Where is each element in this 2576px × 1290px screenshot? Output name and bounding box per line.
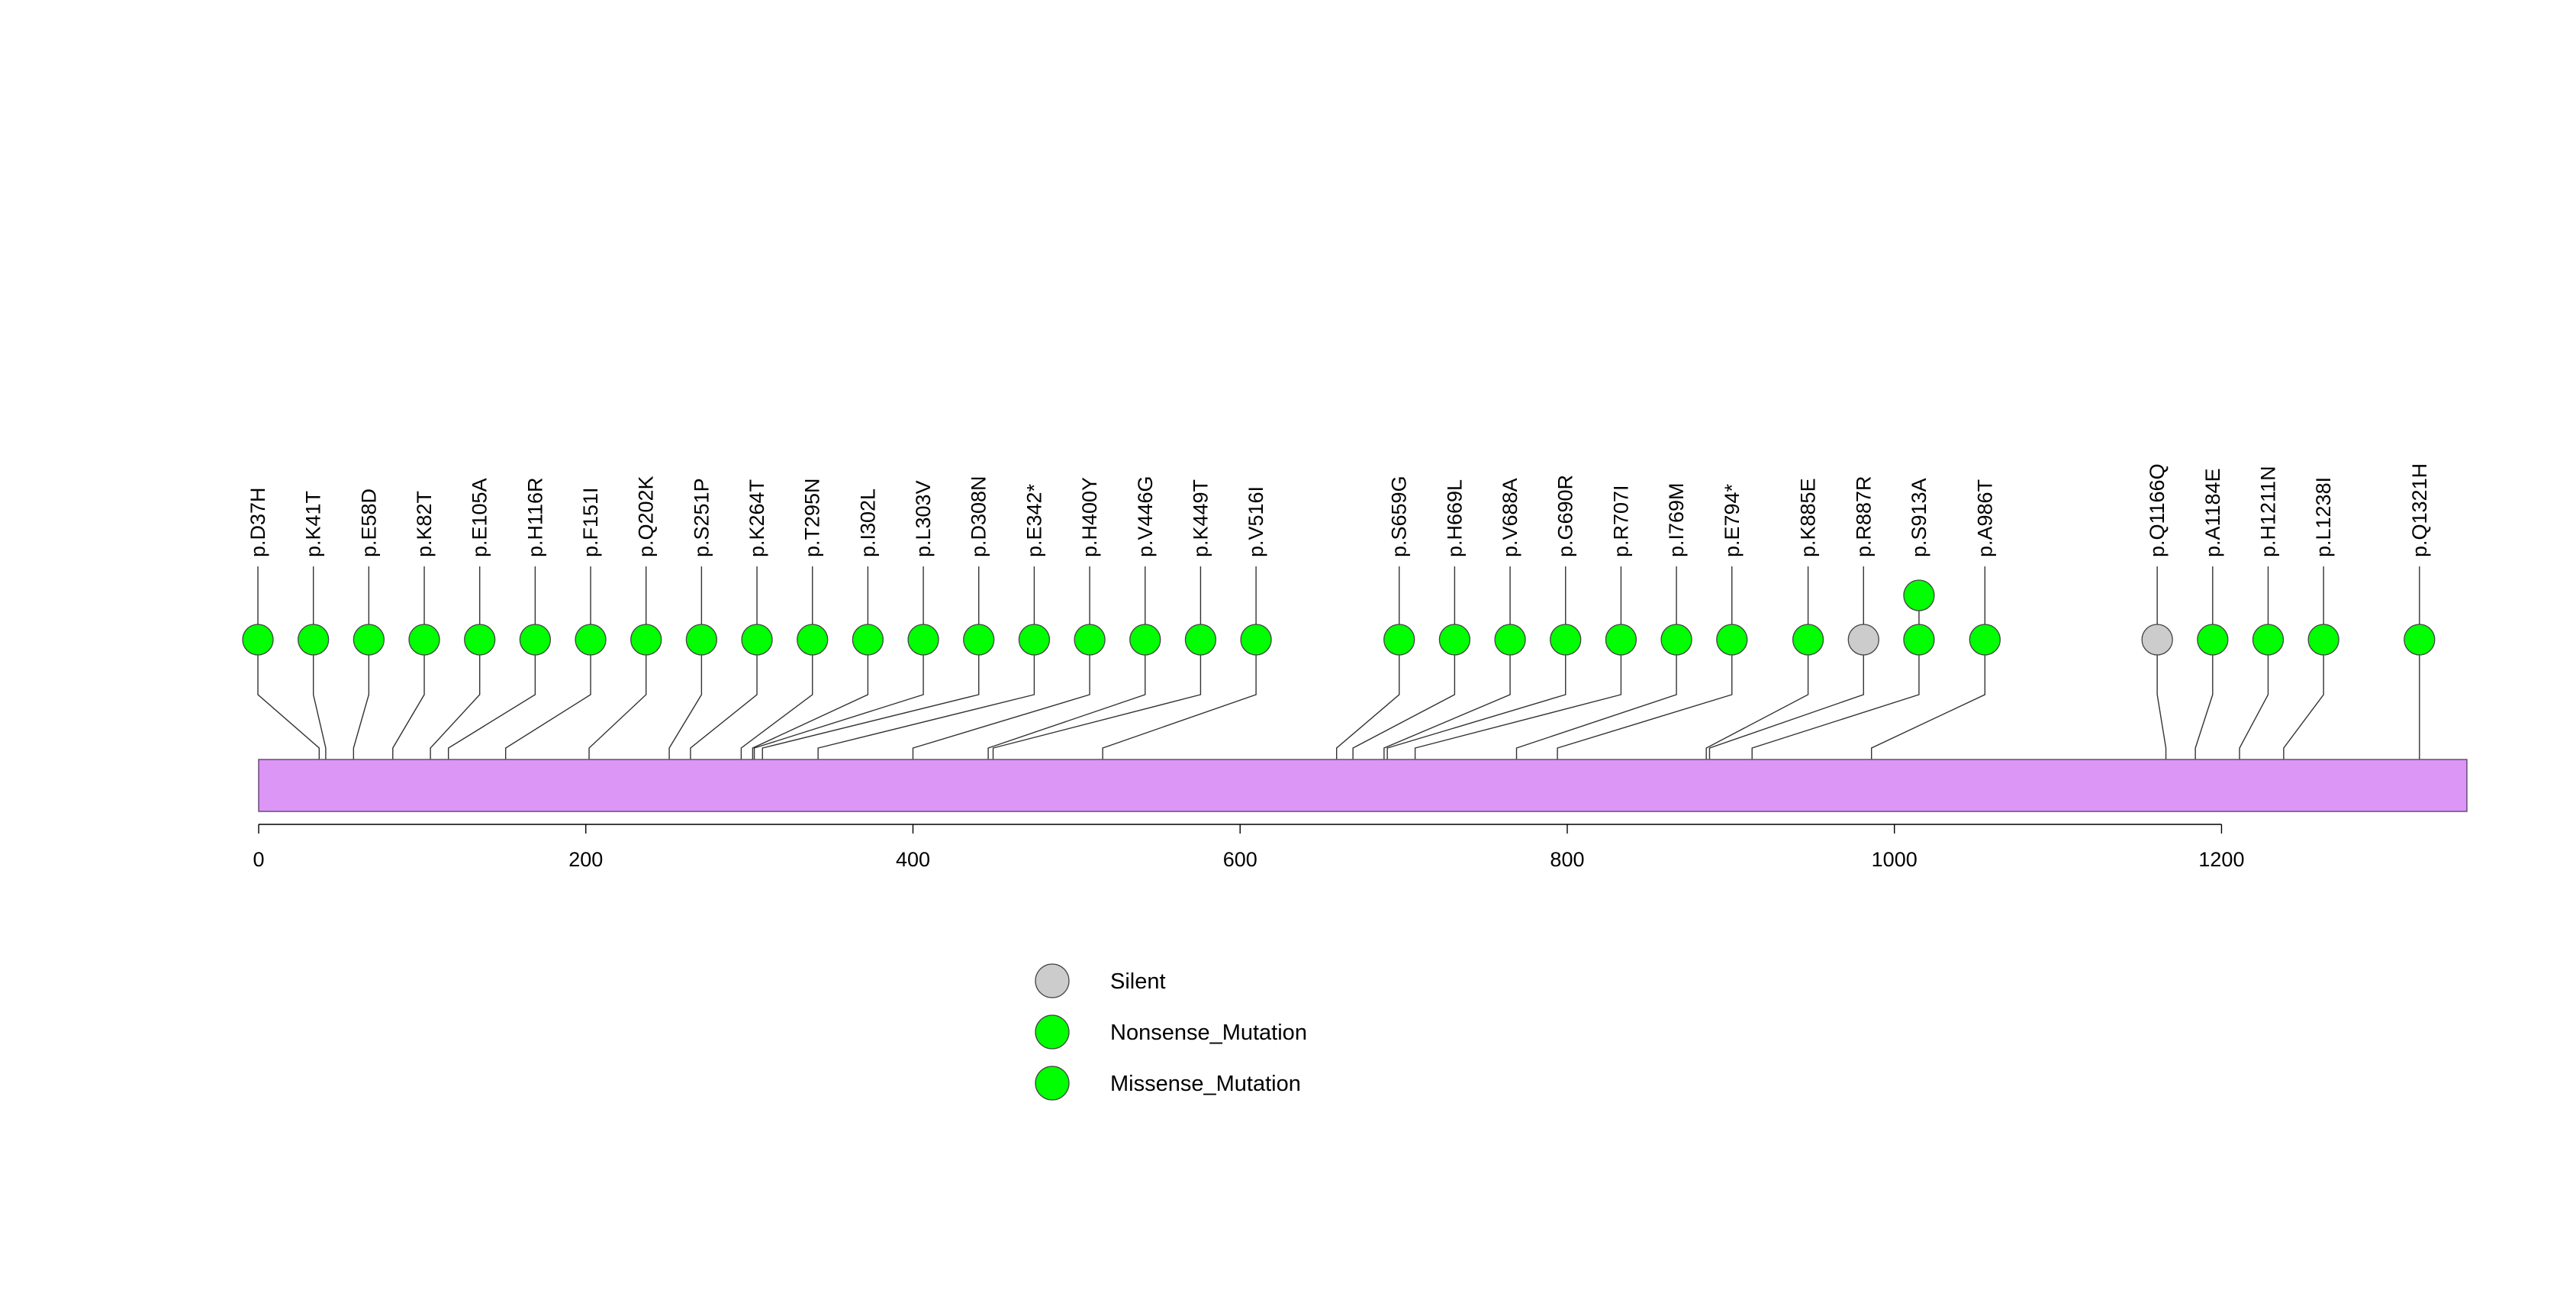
mutation-marker-ps659g (1383, 624, 1415, 656)
mutation-label-ph669l: p.H669L (1443, 479, 1466, 557)
mutation-marker-ps251p (685, 624, 718, 656)
mutation-marker-pk264t (741, 624, 773, 656)
mutation-label-pd37h: p.D37H (246, 487, 269, 557)
mutation-marker-ph400y (1074, 624, 1106, 656)
mutation-label-ps913a: p.S913A (1908, 478, 1930, 557)
mutation-label-pq1321h: p.Q1321H (2408, 463, 2431, 557)
mutation-label-pg690r: p.G690R (1554, 475, 1577, 557)
mutation-marker-pe342 (1018, 624, 1051, 656)
mutation-label-pl1238i: p.L1238I (2312, 477, 2335, 557)
mutation-marker-pt295n (797, 624, 829, 656)
mutation-marker-pa1184e (2197, 624, 2229, 656)
mutation-marker-ps913a (1903, 624, 1935, 656)
mutation-label-pk449t: p.K449T (1189, 479, 1212, 557)
mutation-label-pi302l: p.I302L (856, 489, 879, 557)
mutation-marker-pe794 (1716, 624, 1748, 656)
mutation-marker-pl1238i (2307, 624, 2339, 656)
x-tick-label-1200: 1200 (2198, 848, 2244, 871)
mutation-label-pk82t: p.K82T (413, 491, 436, 557)
mutation-label-ps659g: p.S659G (1388, 476, 1411, 557)
mutation-marker-pq1321h (2404, 624, 2436, 656)
mutation-label-pe58d: p.E58D (357, 489, 380, 557)
mutation-label-pv446g: p.V446G (1134, 476, 1157, 557)
legend-label-missense-mutation: Missense_Mutation (1110, 1072, 1301, 1096)
mutation-label-pe342: p.E342* (1022, 483, 1045, 557)
mutation-label-pe794: p.E794* (1721, 483, 1744, 557)
x-tick-label-1000: 1000 (1872, 848, 1918, 871)
mutation-marker-ps913a (1903, 579, 1935, 611)
legend-swatch-silent (1035, 963, 1070, 998)
mutation-marker-ph669l (1438, 624, 1471, 656)
mutation-marker-pk449t (1184, 624, 1217, 656)
mutation-label-pq202k: p.Q202K (635, 476, 658, 557)
mutation-label-pf151i: p.F151I (579, 487, 602, 557)
mutation-marker-pr707i (1605, 624, 1637, 656)
mutation-label-ph400y: p.H400Y (1078, 477, 1101, 557)
mutation-marker-pk885e (1792, 624, 1824, 656)
mutation-marker-layer (242, 566, 2436, 656)
mutation-marker-pr887r (1847, 624, 1879, 656)
mutation-marker-pl303v (907, 624, 939, 656)
mutation-label-pl303v: p.L303V (912, 480, 935, 557)
mutation-label-ps251p: p.S251P (690, 478, 713, 557)
mutation-marker-pe105a (464, 624, 496, 656)
mutation-marker-pi769m (1660, 624, 1692, 656)
mutation-label-pk264t: p.K264T (745, 479, 768, 557)
mutation-label-pe105a: p.E105A (469, 478, 491, 557)
mutation-label-layer: p.D37H p.K41T p.E58D p.K82T p.E105A p.H116R p.… (246, 463, 2431, 557)
mutation-marker-ph1211n (2252, 624, 2285, 656)
legend: Silent Nonsense_Mutation Missense_Mutation (1035, 963, 1307, 1101)
mutation-marker-pa986t (1969, 624, 2001, 656)
mutation-label-pd308n: p.D308N (968, 476, 990, 557)
legend-label-nonsense-mutation: Nonsense_Mutation (1110, 1021, 1307, 1045)
mutation-label-ph1211n: p.H1211N (2256, 466, 2279, 557)
x-tick-label-400: 400 (896, 848, 930, 871)
mutation-marker-pv688a (1494, 624, 1526, 656)
mutation-marker-pv446g (1129, 624, 1161, 656)
mutation-marker-pk41t (298, 624, 330, 656)
legend-swatch-missense-mutation (1035, 1066, 1070, 1101)
mutation-marker-pi302l (852, 624, 884, 656)
mutation-label-pk41t: p.K41T (302, 491, 325, 557)
x-tick-label-200: 200 (568, 848, 603, 871)
mutation-marker-pq202k (630, 624, 662, 656)
mutation-label-pr887r: p.R887R (1852, 476, 1875, 557)
x-tick-label-0: 0 (253, 848, 264, 871)
mutation-marker-pf151i (575, 624, 607, 656)
mutation-label-pk885e: p.K885E (1797, 478, 1820, 557)
mutation-label-pr707i: p.R707I (1609, 485, 1632, 557)
mutation-label-pa986t: p.A986T (1973, 479, 1996, 557)
legend-label-silent: Silent (1110, 969, 1166, 994)
x-tick-label-600: 600 (1223, 848, 1257, 871)
legend-swatch-nonsense-mutation (1035, 1014, 1070, 1050)
mutation-marker-pd37h (242, 624, 274, 656)
mutation-label-pq1166q: p.Q1166Q (2146, 463, 2169, 557)
x-axis: 0 200 400 600 800 1000 1200 (253, 824, 2244, 871)
mutation-marker-pg690r (1550, 624, 1582, 656)
mutation-marker-pq1166q (2141, 624, 2173, 656)
mutation-label-pv688a: p.V688A (1499, 478, 1521, 557)
mutation-label-pt295n: p.T295N (801, 478, 824, 557)
mutation-marker-ph116r (519, 624, 552, 656)
mutation-label-pv516i: p.V516I (1245, 486, 1267, 557)
x-tick-label-800: 800 (1550, 848, 1584, 871)
mutation-marker-pd308n (963, 624, 995, 656)
mutation-label-pa1184e: p.A1184E (2201, 468, 2224, 557)
mutation-label-ph116r: p.H116R (523, 477, 546, 557)
mutation-marker-pe58d (353, 624, 385, 656)
mutation-marker-pv516i (1240, 624, 1272, 656)
mutation-marker-pk82t (408, 624, 440, 656)
protein-domain-bar (258, 759, 2468, 812)
mutation-label-pi769m: p.I769M (1665, 482, 1688, 557)
